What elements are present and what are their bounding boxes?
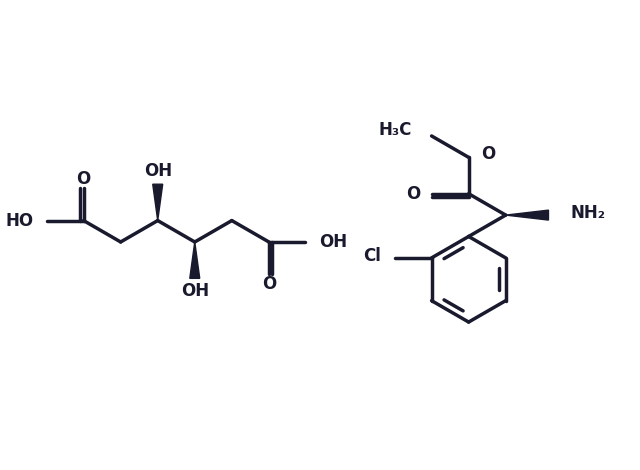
Text: OH: OH (319, 233, 348, 251)
Text: O: O (77, 170, 91, 188)
Text: OH: OH (180, 282, 209, 300)
Polygon shape (190, 242, 200, 278)
Text: Cl: Cl (364, 247, 381, 265)
Text: NH₂: NH₂ (570, 204, 605, 222)
Text: O: O (406, 185, 420, 203)
Text: OH: OH (143, 162, 172, 180)
Polygon shape (153, 184, 163, 220)
Text: HO: HO (5, 212, 33, 229)
Polygon shape (506, 210, 548, 220)
Text: O: O (481, 145, 496, 164)
Text: O: O (262, 275, 276, 293)
Text: H₃C: H₃C (378, 121, 412, 139)
